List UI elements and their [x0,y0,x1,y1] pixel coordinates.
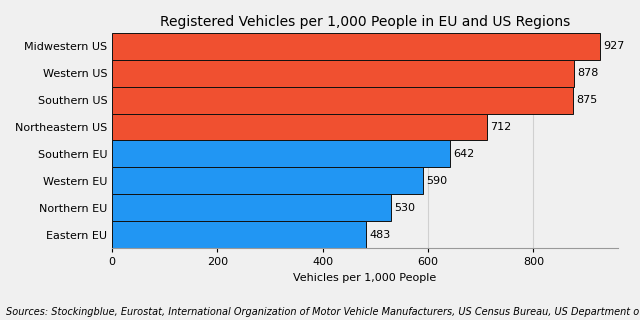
Text: 642: 642 [453,149,474,159]
Title: Registered Vehicles per 1,000 People in EU and US Regions: Registered Vehicles per 1,000 People in … [160,15,570,29]
Text: 878: 878 [577,68,599,78]
Bar [112,140,450,167]
Text: 875: 875 [576,95,597,105]
Text: Sources: Stockingblue, Eurostat, International Organization of Motor Vehicle Man: Sources: Stockingblue, Eurostat, Interna… [6,307,640,317]
Text: 712: 712 [490,122,511,132]
Bar [112,194,391,221]
Text: 530: 530 [394,203,415,213]
X-axis label: Vehicles per 1,000 People: Vehicles per 1,000 People [293,273,436,283]
Bar [112,87,573,114]
Text: 927: 927 [604,41,625,52]
Bar [112,167,423,194]
Bar [112,221,367,248]
Bar [112,60,574,87]
Bar [112,114,487,140]
Text: 590: 590 [426,176,447,186]
Text: 483: 483 [369,229,391,240]
Bar [112,33,600,60]
